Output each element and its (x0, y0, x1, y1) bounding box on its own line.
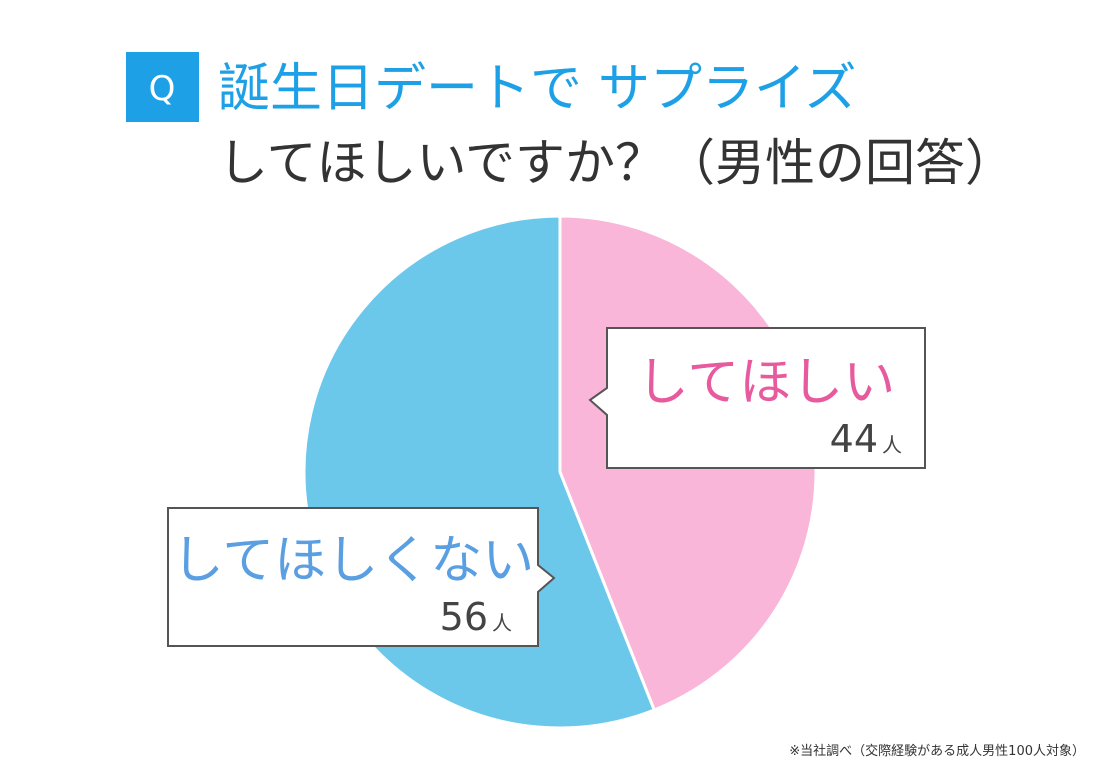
badge-box (126, 52, 199, 122)
badge-text: Q (149, 69, 176, 109)
title-part: 誕生日デートで (218, 59, 582, 119)
title-line-2: してほしいですか？（男性の回答） (218, 134, 1015, 192)
callout-box (588, 327, 926, 469)
category-label: してほしくない (172, 531, 534, 591)
callout-box (167, 507, 556, 647)
value-label: 44 (830, 417, 878, 461)
title-line-1: 誕生日デートで サプライズ (218, 59, 856, 119)
value-unit: 人 (882, 433, 902, 457)
note: ※当社調べ（交際経験がある成人男性100人対象） (789, 743, 1085, 759)
title-highlight: サプライズ (598, 59, 856, 119)
pie (302, 214, 818, 730)
category-label: してほしい (637, 353, 895, 413)
value-label: 56 (440, 595, 488, 639)
value-unit: 人 (492, 611, 512, 635)
